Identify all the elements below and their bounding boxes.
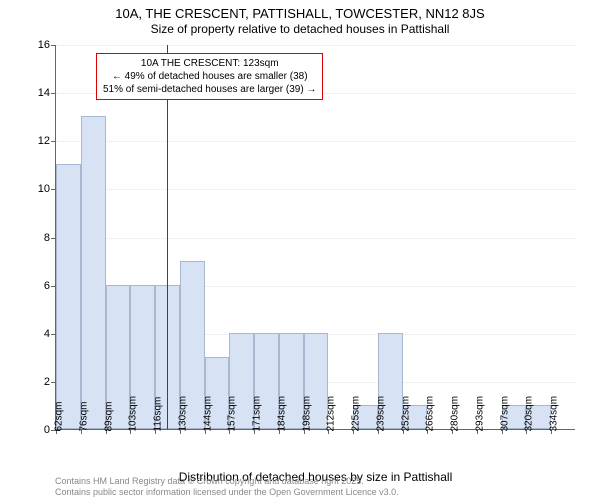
x-tick-label: 144sqm	[202, 396, 213, 432]
x-tick-label: 184sqm	[276, 396, 287, 432]
y-tick-label: 8	[25, 232, 50, 244]
annotation-box: 10A THE CRESCENT: 123sqm← 49% of detache…	[96, 53, 323, 100]
annotation-line: 10A THE CRESCENT: 123sqm	[103, 57, 316, 70]
gridline	[56, 238, 576, 239]
footer-attribution: Contains HM Land Registry data © Crown c…	[55, 476, 399, 498]
x-tick-label: 239sqm	[375, 396, 386, 432]
x-tick-label: 89sqm	[103, 401, 114, 431]
y-tick-label: 16	[25, 39, 50, 51]
histogram-bar	[56, 164, 81, 429]
histogram-bar	[81, 116, 106, 429]
x-tick-label: 320sqm	[524, 396, 535, 432]
footer-line1: Contains HM Land Registry data © Crown c…	[55, 476, 399, 487]
x-tick-label: 293sqm	[474, 396, 485, 432]
x-tick-label: 280sqm	[450, 396, 461, 432]
y-tick-label: 0	[25, 424, 50, 436]
chart-container: Number of detached properties Distributi…	[55, 45, 575, 430]
gridline	[56, 141, 576, 142]
annotation-line: 51% of semi-detached houses are larger (…	[103, 83, 316, 96]
chart-title-main: 10A, THE CRESCENT, PATTISHALL, TOWCESTER…	[0, 6, 600, 21]
x-tick-label: 76sqm	[78, 401, 89, 431]
x-tick-label: 307sqm	[499, 396, 510, 432]
chart-title-sub: Size of property relative to detached ho…	[0, 22, 600, 36]
x-tick-label: 171sqm	[252, 396, 263, 432]
y-tick-label: 12	[25, 135, 50, 147]
x-tick-label: 198sqm	[301, 396, 312, 432]
gridline	[56, 189, 576, 190]
x-tick-label: 116sqm	[153, 397, 164, 432]
y-tick-mark	[51, 93, 56, 94]
y-tick-label: 6	[25, 280, 50, 292]
plot-area: Number of detached properties Distributi…	[55, 45, 575, 430]
x-tick-label: 225sqm	[351, 396, 362, 432]
y-tick-mark	[51, 45, 56, 46]
y-tick-mark	[51, 141, 56, 142]
gridline	[56, 45, 576, 46]
y-tick-label: 10	[25, 183, 50, 195]
x-tick-label: 212sqm	[326, 396, 337, 432]
footer-line2: Contains public sector information licen…	[55, 487, 399, 498]
x-tick-label: 130sqm	[177, 396, 188, 432]
marker-line	[167, 45, 168, 429]
y-tick-label: 2	[25, 376, 50, 388]
x-tick-label: 266sqm	[425, 396, 436, 432]
x-tick-label: 103sqm	[128, 396, 139, 432]
y-tick-label: 4	[25, 328, 50, 340]
annotation-line: ← 49% of detached houses are smaller (38…	[103, 70, 316, 83]
x-tick-label: 62sqm	[54, 401, 65, 431]
x-tick-label: 157sqm	[227, 396, 238, 432]
y-tick-label: 14	[25, 87, 50, 99]
x-tick-label: 334sqm	[549, 396, 560, 432]
x-tick-label: 252sqm	[400, 396, 411, 432]
